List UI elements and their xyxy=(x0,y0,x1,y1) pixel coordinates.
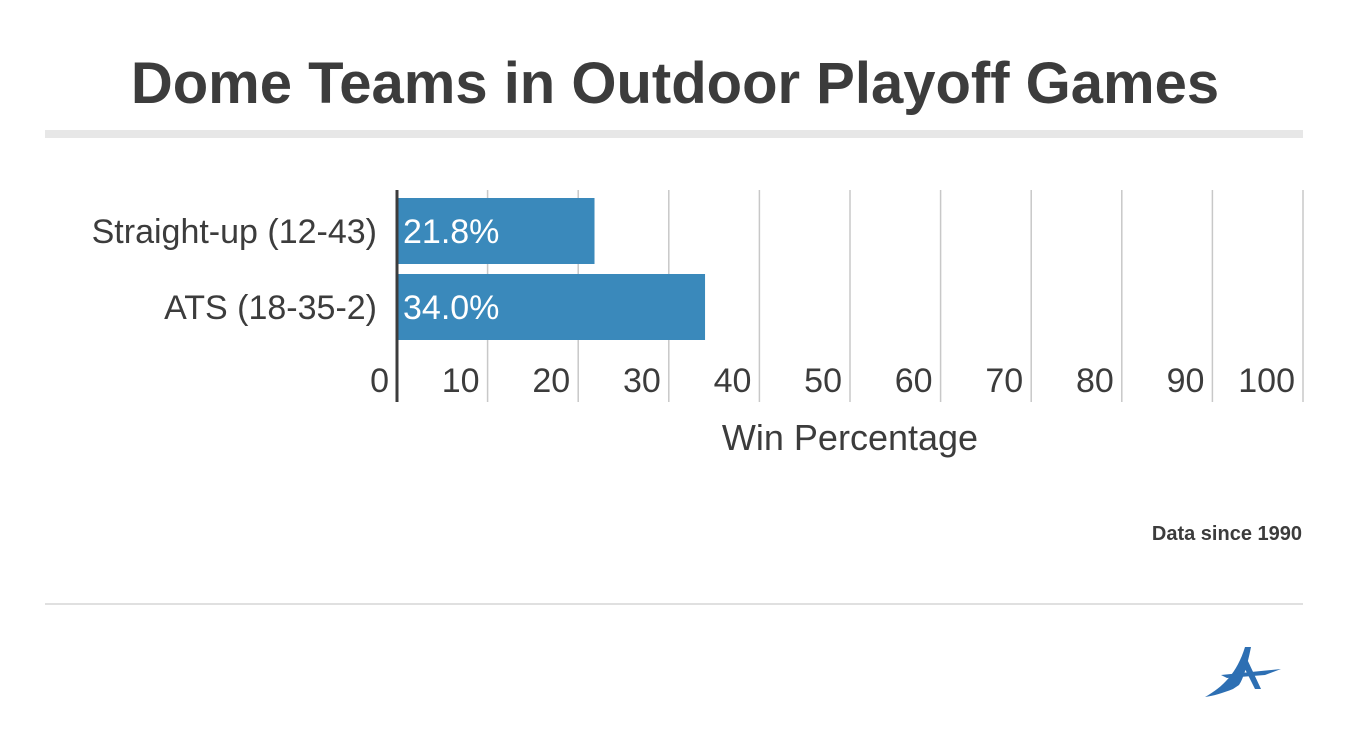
x-tick-label: 30 xyxy=(623,362,661,400)
x-tick-label: 50 xyxy=(804,362,842,400)
chart-title: Dome Teams in Outdoor Playoff Games xyxy=(130,51,1220,116)
bar xyxy=(397,274,706,340)
bar-data-label: 21.8% xyxy=(403,213,499,251)
category-label: ATS (18-35-2) xyxy=(164,289,377,327)
x-tick-label: 10 xyxy=(442,362,480,400)
x-tick-label: 90 xyxy=(1167,362,1205,400)
x-tick-label: 80 xyxy=(1076,362,1114,400)
category-label: Straight-up (12-43) xyxy=(92,213,377,251)
data-source-note: Data since 1990 xyxy=(1151,523,1302,545)
x-axis-label: Win Percentage xyxy=(722,417,978,458)
bar-data-label: 34.0% xyxy=(403,289,499,327)
x-tick-label: 100 xyxy=(1238,362,1295,400)
footer-divider xyxy=(45,603,1303,605)
x-tick-label: 0 xyxy=(370,362,389,400)
x-tick-label: 40 xyxy=(714,362,752,400)
x-tick-label: 20 xyxy=(532,362,570,400)
arrow-a-logo-icon xyxy=(1205,647,1281,697)
bar xyxy=(397,198,595,264)
title-divider xyxy=(45,130,1303,138)
bar-chart: 21.8% Straight-up (12-43) 34.0% ATS (18-35-… xyxy=(92,190,1304,458)
x-tick-label: 60 xyxy=(895,362,933,400)
x-tick-label: 70 xyxy=(985,362,1023,400)
